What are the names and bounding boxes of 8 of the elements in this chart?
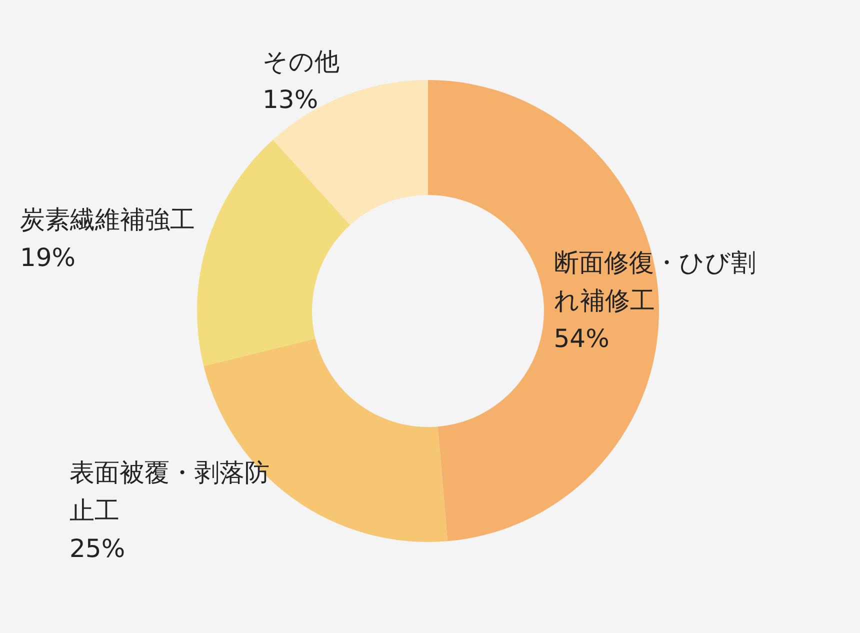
slice-label: 炭素繊維補強工: [20, 204, 195, 236]
data-label: 25%: [70, 532, 126, 565]
slice-label: 表面被覆・剥落防止工: [70, 456, 271, 527]
data-label: 13%: [262, 84, 320, 116]
slice-label: 断面修復・ひび割れ補修工: [554, 246, 757, 317]
slice-label: その他: [262, 46, 340, 78]
data-label: 54%: [554, 322, 610, 355]
data-label: 19%: [20, 242, 77, 274]
